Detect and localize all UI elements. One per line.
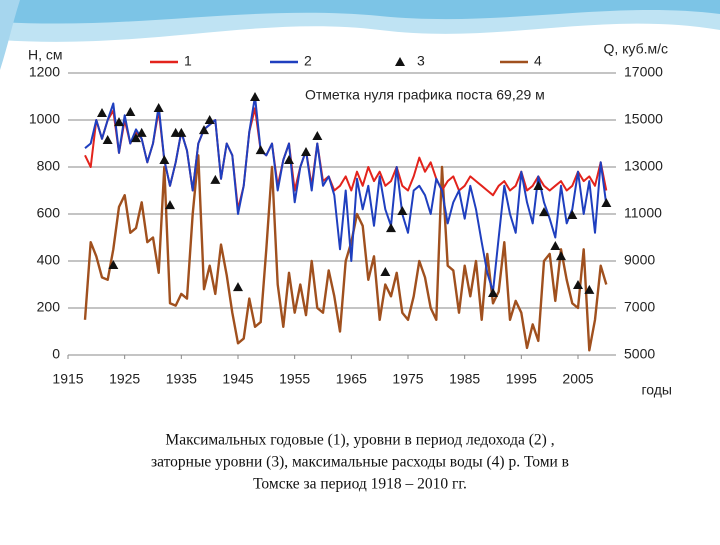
legend-marker: [395, 57, 405, 66]
jam-marker: [153, 103, 164, 113]
caption-line: Максимальных годовые (1), уровни в перио…: [165, 432, 554, 449]
jam-marker: [97, 107, 107, 117]
chart-area: [22, 42, 678, 402]
jam-marker: [125, 107, 136, 117]
jam-marker: [397, 205, 408, 215]
x-tick-label: 1955: [279, 371, 310, 387]
jam-marker: [380, 267, 391, 277]
jam-marker: [284, 154, 294, 164]
x-tick-label: 1945: [222, 371, 253, 387]
jam-marker: [176, 127, 187, 137]
jam-marker: [386, 223, 396, 233]
series-line: [83, 154, 608, 352]
jam-marker: [584, 284, 595, 294]
x-tick-label: 1935: [166, 371, 197, 387]
y2-tick-label: 5000: [624, 346, 655, 362]
jam-marker: [573, 279, 583, 289]
x-axis-label: годы: [641, 382, 672, 398]
jam-marker: [539, 207, 549, 217]
jam-marker: [533, 181, 544, 191]
jam-marker: [550, 240, 561, 250]
y2-tick-label: 7000: [624, 299, 655, 315]
y-tick-label: 1000: [29, 111, 60, 127]
jam-marker: [312, 130, 323, 140]
jam-marker: [204, 115, 215, 124]
y2-tick-label: 13000: [624, 158, 663, 174]
y2-tick-label: 17000: [624, 64, 663, 80]
caption-line: заторные уровни (3), максимальные расход…: [151, 454, 569, 471]
x-tick-label: 1965: [336, 371, 367, 387]
jam-marker: [567, 209, 578, 219]
jam-marker: [301, 146, 311, 156]
series-line: [84, 95, 608, 293]
x-tick-label: 2005: [562, 371, 593, 387]
legend-label: 3: [417, 53, 425, 69]
caption-line: Томске за период 1918 – 2010 гг.: [253, 476, 467, 493]
jam-marker: [199, 125, 209, 135]
y-axis-label: H, см: [28, 47, 63, 63]
x-tick-label: 1975: [392, 371, 423, 387]
y-tick-label: 0: [52, 346, 60, 362]
y2-tick-label: 11000: [624, 205, 662, 221]
y-tick-label: 400: [37, 252, 61, 268]
x-tick-label: 1915: [52, 371, 83, 387]
decor-wave: [0, 0, 720, 24]
jam-marker: [556, 251, 566, 261]
y-tick-label: 200: [37, 299, 61, 315]
x-tick-label: 1985: [449, 371, 480, 387]
legend-label: 4: [534, 53, 542, 69]
jam-marker: [108, 259, 119, 269]
jam-marker: [131, 133, 141, 143]
jam-marker: [233, 282, 243, 292]
jam-marker: [102, 134, 113, 144]
y-tick-label: 1200: [29, 64, 60, 80]
legend-label: 2: [304, 53, 312, 69]
jam-marker: [255, 145, 266, 155]
decor-wave: [0, 0, 20, 70]
annotation: Отметка нуля графика поста 69,29 м: [305, 87, 545, 103]
y2-axis-label: Q, куб.м/с: [603, 41, 668, 57]
jam-marker: [488, 287, 498, 297]
jam-marker: [250, 91, 260, 101]
y-tick-label: 800: [37, 158, 61, 174]
jam-marker: [165, 200, 175, 210]
y2-tick-label: 9000: [624, 252, 655, 268]
y2-tick-label: 15000: [624, 111, 663, 127]
jam-marker: [114, 117, 124, 127]
legend-label: 1: [184, 53, 192, 69]
jam-marker: [136, 127, 147, 137]
y-tick-label: 600: [37, 205, 61, 221]
jam-marker: [601, 197, 612, 207]
jam-marker: [159, 154, 170, 164]
x-tick-label: 1925: [109, 371, 140, 387]
x-tick-label: 1995: [506, 371, 537, 387]
jam-marker: [210, 174, 221, 184]
